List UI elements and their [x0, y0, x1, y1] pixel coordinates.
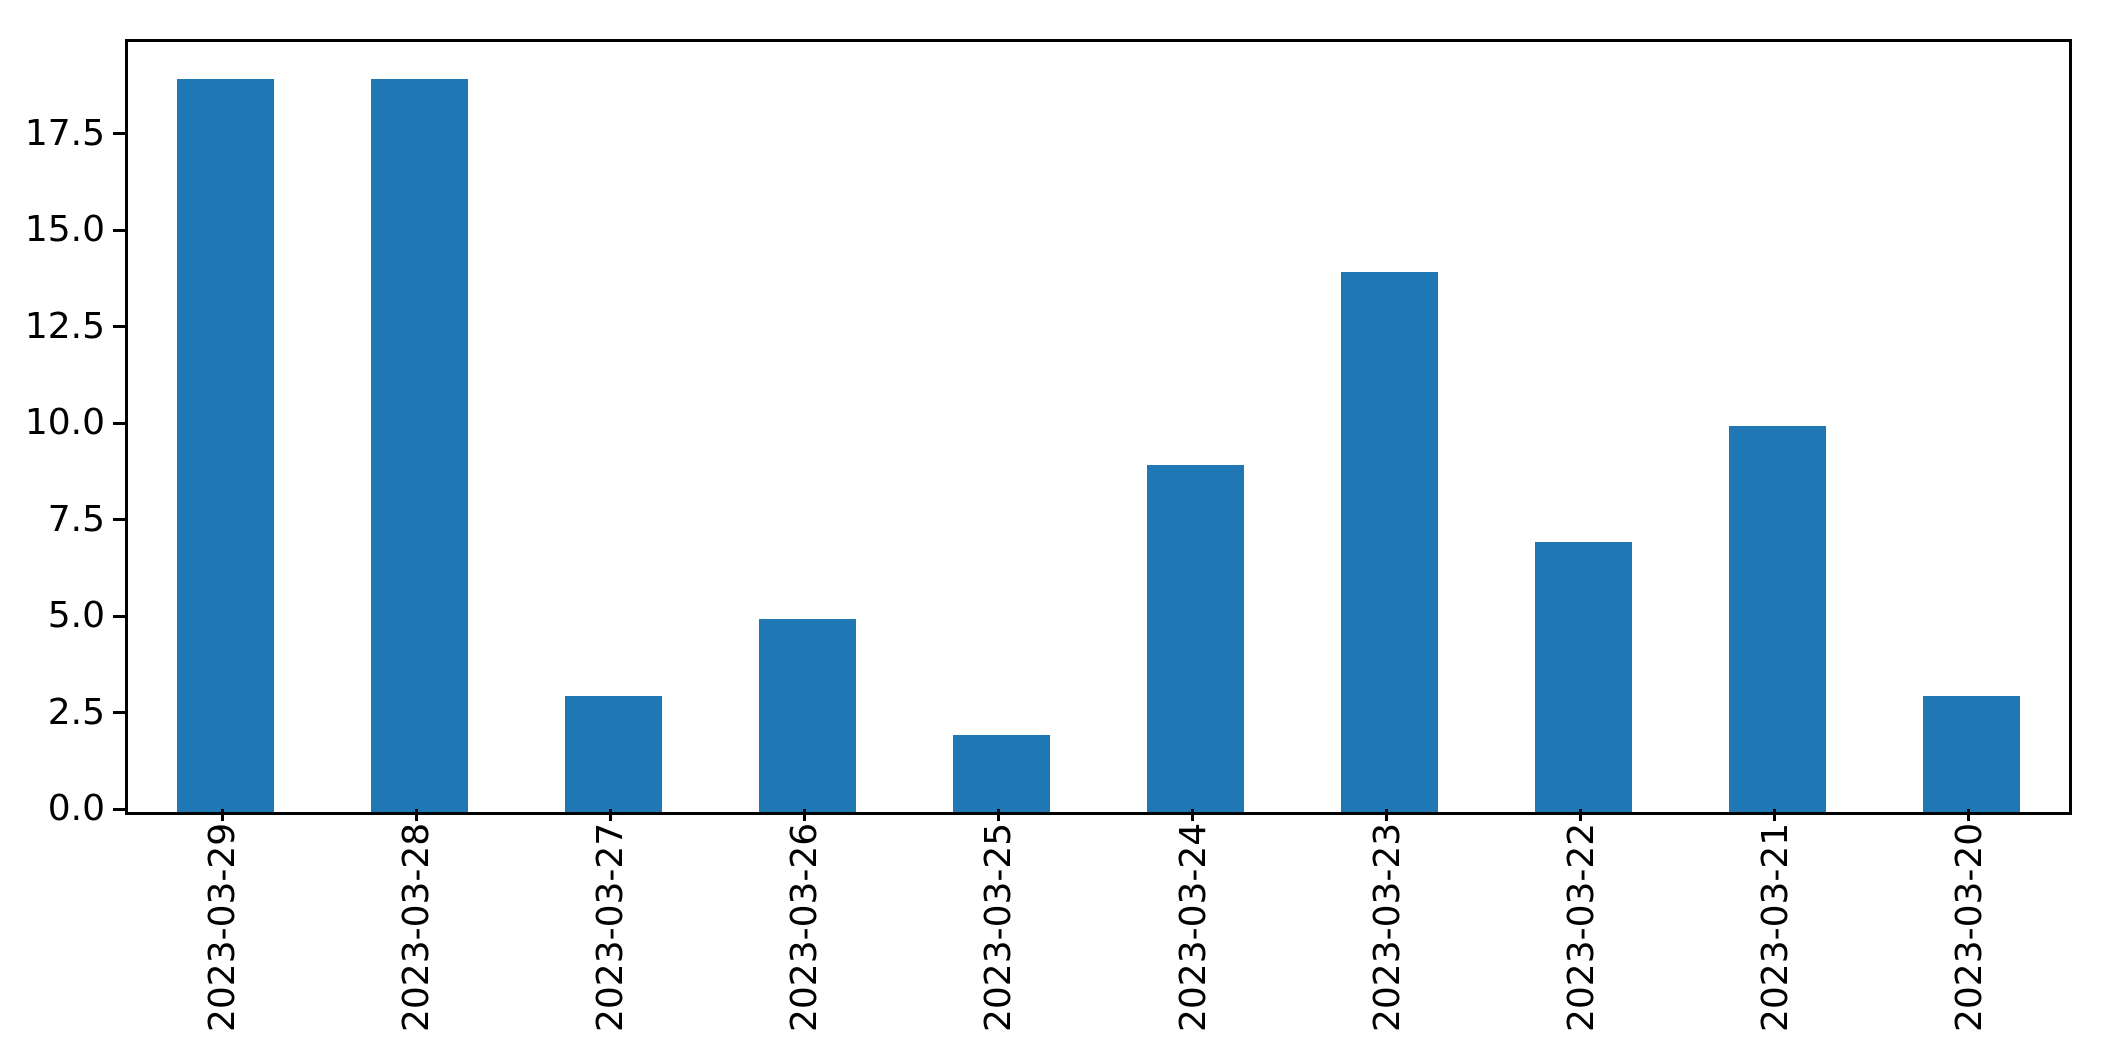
plot-area	[125, 39, 2072, 815]
x-tick-mark	[608, 809, 612, 821]
x-tick-mark	[1773, 809, 1777, 821]
x-tick-mark	[1191, 809, 1195, 821]
y-tick-mark	[113, 614, 125, 618]
x-tick-label: 2023-03-25	[978, 822, 1020, 1032]
x-tick-label: 2023-03-20	[1948, 822, 1990, 1032]
bar	[370, 78, 468, 812]
x-tick-mark	[1385, 809, 1389, 821]
x-tick-label: 2023-03-26	[784, 822, 826, 1032]
x-tick-label: 2023-03-27	[590, 822, 632, 1032]
x-tick-label: 2023-03-29	[202, 822, 244, 1032]
x-tick-label: 2023-03-23	[1366, 822, 1408, 1032]
x-tick-mark	[802, 809, 806, 821]
y-tick-label: 17.5	[24, 112, 105, 154]
x-tick-mark	[414, 809, 418, 821]
bar	[1341, 271, 1439, 812]
x-tick-label: 2023-03-28	[396, 822, 438, 1032]
bar	[1729, 426, 1827, 812]
y-tick-mark	[113, 325, 125, 329]
y-tick-label: 12.5	[24, 305, 105, 347]
bar	[1535, 541, 1633, 812]
y-tick-mark	[113, 518, 125, 522]
y-tick-label: 10.0	[24, 402, 105, 444]
y-tick-label: 5.0	[47, 595, 105, 637]
bar	[176, 78, 274, 812]
y-tick-mark	[113, 228, 125, 232]
y-tick-label: 7.5	[47, 498, 105, 540]
y-tick-mark	[113, 421, 125, 425]
x-tick-label: 2023-03-21	[1754, 822, 1796, 1032]
x-tick-mark	[1967, 809, 1971, 821]
bar	[952, 734, 1050, 812]
bar	[564, 696, 662, 812]
x-tick-mark	[220, 809, 224, 821]
y-tick-mark	[113, 132, 125, 136]
bar	[1923, 696, 2021, 812]
x-tick-label: 2023-03-22	[1560, 822, 1602, 1032]
y-tick-mark	[113, 807, 125, 811]
x-tick-label: 2023-03-24	[1172, 822, 1214, 1032]
y-tick-label: 15.0	[24, 209, 105, 251]
y-tick-label: 0.0	[47, 788, 105, 829]
x-tick-mark	[996, 809, 1000, 821]
bar	[1147, 464, 1245, 812]
x-tick-mark	[1579, 809, 1583, 821]
y-tick-label: 2.5	[47, 691, 105, 733]
bar	[758, 619, 856, 812]
y-tick-mark	[113, 711, 125, 714]
